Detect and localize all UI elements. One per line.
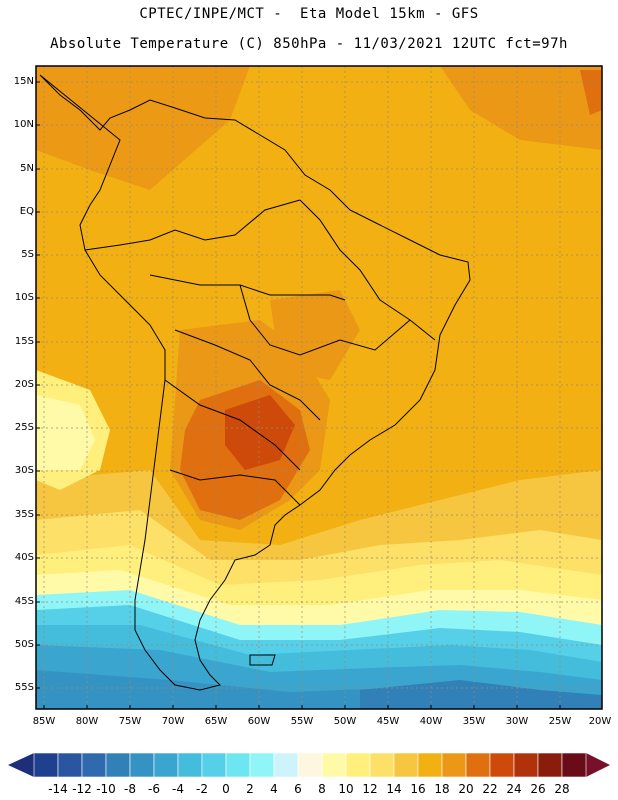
chart-title-line2: Absolute Temperature (C) 850hPa - 11/03/… xyxy=(50,36,568,52)
lat-label: 15S xyxy=(14,336,34,347)
colorbar-tick-label: -4 xyxy=(172,782,184,796)
lat-label: 20S xyxy=(14,379,34,390)
lon-label: 85W xyxy=(32,716,56,727)
lon-label: 25W xyxy=(548,716,572,727)
lon-label: 30W xyxy=(505,716,529,727)
colorbar-cell xyxy=(345,752,371,778)
colorbar-cell xyxy=(513,752,539,778)
lat-label: 40S xyxy=(14,552,34,563)
colorbar-tick-label: 16 xyxy=(410,782,426,796)
colorbar-tick-label: 8 xyxy=(318,782,326,796)
colorbar-tick-label: 18 xyxy=(434,782,450,796)
colorbar-tick-label: 4 xyxy=(270,782,278,796)
lon-label: 60W xyxy=(247,716,271,727)
lon-label: 55W xyxy=(290,716,314,727)
colorbar-cell xyxy=(81,752,107,778)
lat-label: 5S xyxy=(21,249,34,260)
colorbar-cell xyxy=(321,752,347,778)
colorbar-cell xyxy=(129,752,155,778)
colorbar-cell xyxy=(441,752,467,778)
lat-label: EQ xyxy=(19,206,34,217)
lon-label: 45W xyxy=(376,716,400,727)
colorbar-tick-label: 24 xyxy=(506,782,522,796)
colorbar-cell xyxy=(369,752,395,778)
colorbar-cell xyxy=(465,752,491,778)
color-scale-bar xyxy=(8,752,610,778)
lon-label: 80W xyxy=(75,716,99,727)
colorbar-cell xyxy=(105,752,131,778)
colorbar-cell xyxy=(393,752,419,778)
colorbar-tick-label: -10 xyxy=(96,782,116,796)
lon-label: 50W xyxy=(333,716,357,727)
colorbar-tick-label: 6 xyxy=(294,782,302,796)
colorbar-tick-label: 22 xyxy=(482,782,498,796)
colorbar-cell xyxy=(297,752,323,778)
colorbar-tick-label: -6 xyxy=(148,782,160,796)
lon-label: 70W xyxy=(161,716,185,727)
colorbar-tick-label: 28 xyxy=(554,782,570,796)
colorbar-tick-label: 26 xyxy=(530,782,546,796)
colorbar-tick-label: 2 xyxy=(246,782,254,796)
colorbar-tick-label: 20 xyxy=(458,782,474,796)
colorbar-cell xyxy=(201,752,227,778)
colorbar-high-arrow xyxy=(586,753,610,777)
colorbar-tick-label: -8 xyxy=(124,782,136,796)
lon-label: 75W xyxy=(118,716,142,727)
colorbar-cell xyxy=(33,752,59,778)
map-frame xyxy=(35,65,603,710)
lat-label: 15N xyxy=(13,76,34,87)
lat-label: 10S xyxy=(14,292,34,303)
colorbar-cell xyxy=(537,752,563,778)
colorbar-tick-label: 10 xyxy=(338,782,354,796)
lon-label: 35W xyxy=(462,716,486,727)
lon-label: 40W xyxy=(419,716,443,727)
colorbar-cell xyxy=(489,752,515,778)
colorbar-tick-label: -14 xyxy=(48,782,68,796)
lon-label: 65W xyxy=(204,716,228,727)
lat-label: 5N xyxy=(20,163,34,174)
colorbar-tick-label: 0 xyxy=(222,782,230,796)
colorbar-cell xyxy=(273,752,299,778)
chart-title-line1: CPTEC/INPE/MCT - Eta Model 15km - GFS xyxy=(139,6,479,22)
lat-label: 10N xyxy=(13,119,34,130)
axis-ticks xyxy=(36,81,561,709)
colorbar-cell xyxy=(57,752,83,778)
lat-label: 25S xyxy=(14,422,34,433)
lat-label: 35S xyxy=(14,509,34,520)
lat-label: 50S xyxy=(14,639,34,650)
colorbar-tick-label: 12 xyxy=(362,782,378,796)
lat-label: 55S xyxy=(14,682,34,693)
colorbar-cell xyxy=(561,752,587,778)
coastlines xyxy=(39,74,471,691)
lat-label: 45S xyxy=(14,596,34,607)
lon-label: 20W xyxy=(588,716,612,727)
colorbar-tick-label: -2 xyxy=(196,782,208,796)
colorbar-tick-label: -12 xyxy=(72,782,92,796)
colorbar-cell xyxy=(225,752,251,778)
colorbar-cell xyxy=(177,752,203,778)
graticule xyxy=(36,66,602,709)
colorbar-cell xyxy=(417,752,443,778)
lat-label: 30S xyxy=(14,465,34,476)
colorbar-cell xyxy=(249,752,275,778)
colorbar-low-arrow xyxy=(8,753,34,777)
colorbar-cell xyxy=(153,752,179,778)
colorbar-tick-label: 14 xyxy=(386,782,402,796)
